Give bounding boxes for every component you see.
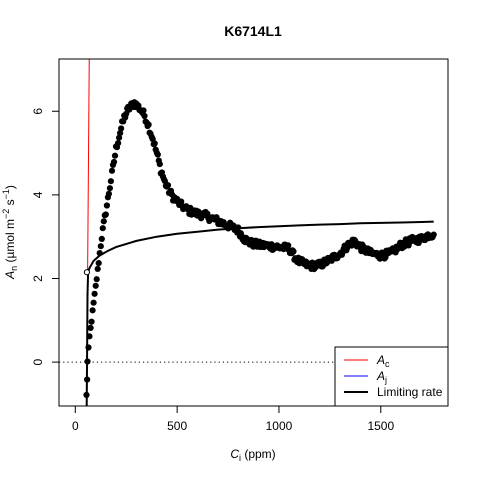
data-point: [108, 167, 116, 174]
plot-area: [59, 59, 448, 406]
x-axis: 0 500 1000 1500: [72, 405, 394, 433]
data-point: [84, 358, 91, 365]
data-point: [140, 107, 147, 114]
data-point: [107, 178, 114, 185]
data-point: [99, 225, 106, 232]
y-tick-label: 0: [31, 358, 45, 365]
data-point: [88, 318, 95, 325]
data-point: [96, 250, 103, 257]
data-point: [91, 290, 98, 297]
data-point: [103, 202, 110, 209]
y-tick-label: 6: [31, 108, 45, 115]
data-point: [156, 161, 163, 168]
legend-entry: Aj: [376, 369, 387, 385]
data-point: [164, 182, 172, 189]
measured-points: [83, 99, 437, 398]
data-point: [235, 224, 242, 231]
y-axis: 0 2 4 6: [31, 108, 60, 365]
data-point: [110, 158, 118, 166]
x-tick-label: 1500: [367, 419, 394, 433]
data-point: [151, 140, 158, 147]
data-point: [115, 140, 122, 147]
data-point: [83, 391, 90, 398]
y-axis-title: An (µmol m−2 s−1): [1, 185, 19, 280]
data-point: [97, 243, 104, 250]
data-point: [86, 333, 93, 340]
chart-title: K6714L1: [224, 23, 282, 39]
data-point: [85, 344, 92, 351]
data-point: [92, 282, 99, 289]
data-point: [95, 260, 102, 267]
data-point: [141, 112, 148, 120]
data-point: [154, 151, 161, 158]
data-point: [87, 324, 94, 331]
data-point: [89, 307, 96, 314]
data-point: [118, 125, 125, 132]
data-point: [100, 218, 107, 225]
x-axis-title: Ci (ppm): [230, 447, 275, 463]
data-point: [285, 242, 292, 249]
data-point: [84, 376, 91, 383]
data-point: [90, 299, 97, 306]
data-point: [430, 231, 437, 238]
data-point: [94, 265, 101, 272]
x-tick-label: 500: [167, 419, 187, 433]
data-point: [98, 235, 105, 242]
data-point: [102, 211, 109, 218]
data-point: [111, 152, 119, 159]
x-tick-label: 1000: [266, 419, 293, 433]
x-tick-label: 0: [72, 419, 79, 433]
data-point: [93, 276, 100, 283]
data-point: [145, 121, 152, 128]
limiting-rate-curve: [85, 220, 434, 406]
legend-entry: Limiting rate: [377, 385, 443, 399]
data-point: [106, 185, 113, 192]
open-point: [83, 269, 91, 276]
legend-entry: Ac: [376, 353, 390, 369]
y-tick-label: 4: [31, 191, 45, 198]
data-point: [290, 248, 297, 255]
data-point: [105, 190, 112, 197]
y-tick-label: 2: [31, 275, 45, 282]
